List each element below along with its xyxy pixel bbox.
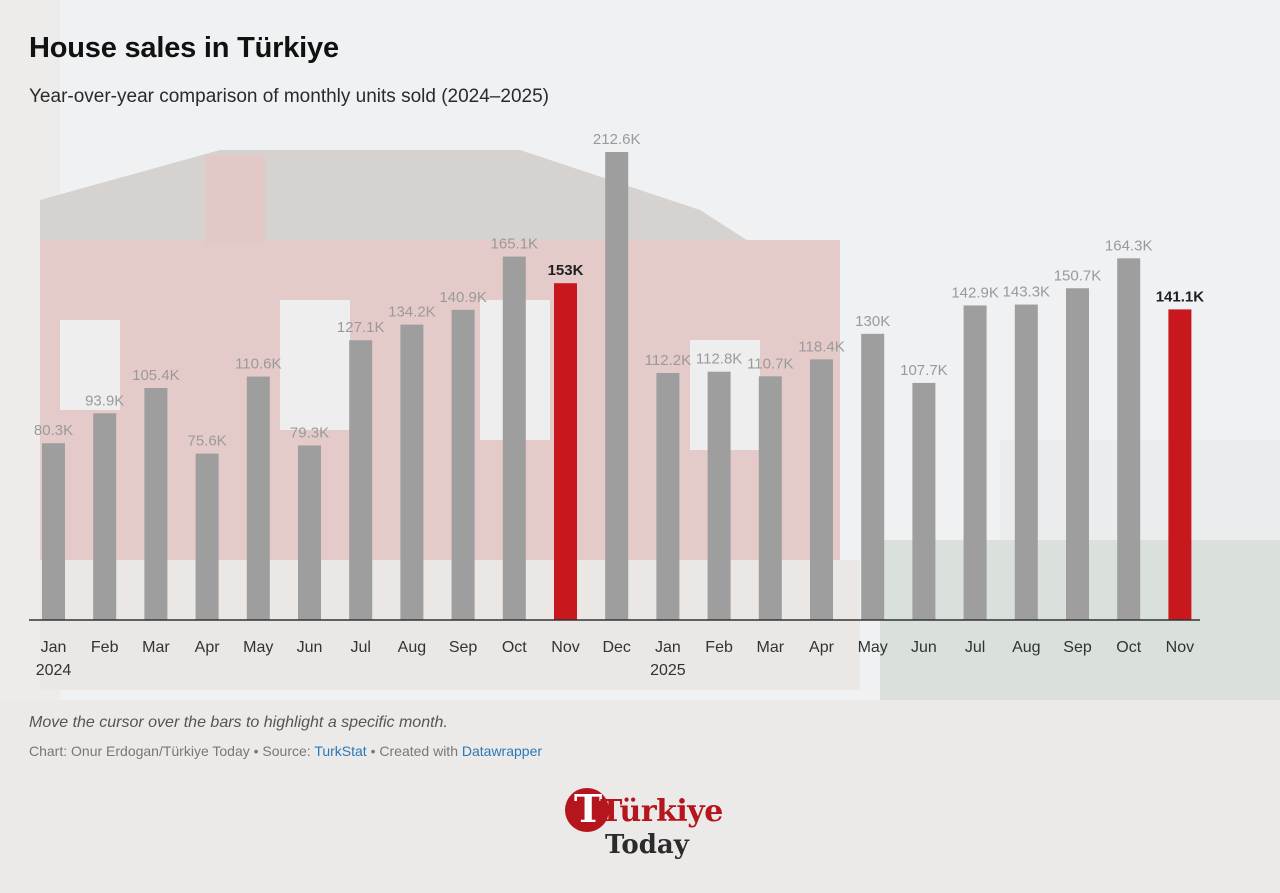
value-label-22: 141.1K — [1156, 288, 1205, 305]
tick-label-14: Mar — [757, 639, 785, 656]
value-label-8: 140.9K — [439, 289, 487, 306]
year-label-12: 2025 — [650, 662, 686, 679]
tick-label-0: Jan — [41, 639, 67, 656]
bar-22[interactable] — [1168, 309, 1192, 620]
value-label-4: 110.6K — [235, 356, 281, 373]
tick-label-18: Jul — [965, 639, 985, 656]
bar-16[interactable] — [861, 333, 885, 620]
tick-label-10: Nov — [551, 639, 579, 656]
source-link[interactable]: TurkStat — [314, 743, 367, 759]
value-label-13: 112.8K — [696, 351, 742, 368]
credits-prefix: Chart: Onur Erdogan/Türkiye Today • Sour… — [29, 743, 315, 759]
tick-label-7: Aug — [398, 639, 426, 656]
chart-credits: Chart: Onur Erdogan/Türkiye Today • Sour… — [29, 743, 542, 759]
value-label-12: 112.2K — [645, 352, 691, 369]
logo-wordmark-top: Türkiye — [600, 794, 723, 829]
bar-7[interactable] — [400, 324, 424, 620]
tick-label-17: Jun — [911, 639, 937, 656]
value-label-16: 130K — [855, 313, 890, 330]
logo-initial: T — [574, 786, 603, 831]
value-label-15: 118.4K — [798, 338, 844, 355]
tick-label-9: Oct — [502, 639, 527, 656]
tick-label-4: May — [243, 639, 273, 656]
tick-label-6: Jul — [350, 639, 370, 656]
value-label-5: 79.3K — [290, 424, 329, 441]
value-label-18: 142.9K — [951, 284, 999, 301]
value-label-7: 134.2K — [388, 304, 436, 321]
value-label-11: 212.6K — [593, 131, 641, 148]
bar-21[interactable] — [1117, 258, 1141, 620]
bar-8[interactable] — [451, 309, 475, 620]
bars-group — [42, 152, 1192, 620]
value-label-14: 110.7K — [747, 355, 793, 372]
tick-label-3: Apr — [195, 639, 221, 656]
value-label-9: 165.1K — [491, 236, 539, 253]
bar-20[interactable] — [1066, 288, 1089, 620]
bar-1[interactable] — [93, 413, 117, 620]
value-label-1: 93.9K — [85, 392, 124, 409]
tick-label-15: Apr — [809, 639, 835, 656]
datawrapper-link[interactable]: Datawrapper — [461, 743, 543, 759]
logo-circle — [565, 788, 609, 832]
x-axis-ticks: Jan 2024 Feb Mar Apr May Jun Jul Aug Sep Oct Nov Dec… — [36, 639, 1194, 679]
bar-5[interactable] — [298, 445, 321, 620]
tick-label-1: Feb — [91, 639, 119, 656]
tick-label-11: Dec — [602, 639, 630, 656]
value-labels-group: 80.3K93.9K105.4K75.6K110.6K79.3K127.1K13… — [34, 131, 1204, 450]
chart-note: Move the cursor over the bars to highlig… — [29, 714, 448, 731]
bar-10[interactable] — [554, 283, 577, 620]
value-label-19: 143.3K — [1003, 284, 1051, 301]
tick-label-13: Feb — [705, 639, 733, 656]
bar-11[interactable] — [605, 152, 629, 620]
tick-label-8: Sep — [449, 639, 478, 656]
value-label-6: 127.1K — [337, 319, 385, 336]
tick-label-22: Nov — [1166, 639, 1194, 656]
year-label-0: 2024 — [36, 662, 72, 679]
tick-label-5: Jun — [297, 639, 323, 656]
tick-label-2: Mar — [142, 639, 170, 656]
bar-chart: 80.3K93.9K105.4K75.6K110.6K79.3K127.1K13… — [29, 131, 1204, 679]
chart-subtitle: Year-over-year comparison of monthly uni… — [29, 86, 549, 107]
bar-6[interactable] — [349, 340, 373, 620]
bar-18[interactable] — [963, 305, 987, 620]
value-label-10: 153K — [548, 262, 584, 279]
value-label-0: 80.3K — [34, 422, 73, 439]
value-label-21: 164.3K — [1105, 237, 1153, 254]
tick-label-21: Oct — [1116, 639, 1141, 656]
value-label-20: 150.7K — [1054, 267, 1102, 284]
bar-0[interactable] — [42, 443, 65, 620]
bar-3[interactable] — [195, 453, 219, 620]
tick-label-19: Aug — [1012, 639, 1040, 656]
chart-title: House sales in Türkiye — [29, 32, 339, 64]
tick-label-12: Jan — [655, 639, 681, 656]
bar-2[interactable] — [144, 387, 168, 620]
bar-17[interactable] — [912, 382, 936, 620]
value-label-17: 107.7K — [900, 362, 948, 379]
value-label-3: 75.6K — [187, 433, 226, 450]
bar-14[interactable] — [758, 376, 782, 620]
bar-9[interactable] — [502, 256, 526, 620]
credits-created: • Created with — [366, 743, 462, 759]
bar-19[interactable] — [1014, 304, 1038, 620]
bar-13[interactable] — [707, 371, 731, 620]
logo-wordmark-bottom: Today — [605, 830, 689, 860]
tick-label-16: May — [858, 639, 888, 656]
bar-4[interactable] — [246, 376, 270, 620]
value-label-2: 105.4K — [132, 367, 180, 384]
tick-label-20: Sep — [1063, 639, 1092, 656]
bar-15[interactable] — [810, 359, 833, 620]
bar-12[interactable] — [656, 373, 680, 620]
turkiye-today-logo: T Türkiye Today — [560, 782, 723, 872]
